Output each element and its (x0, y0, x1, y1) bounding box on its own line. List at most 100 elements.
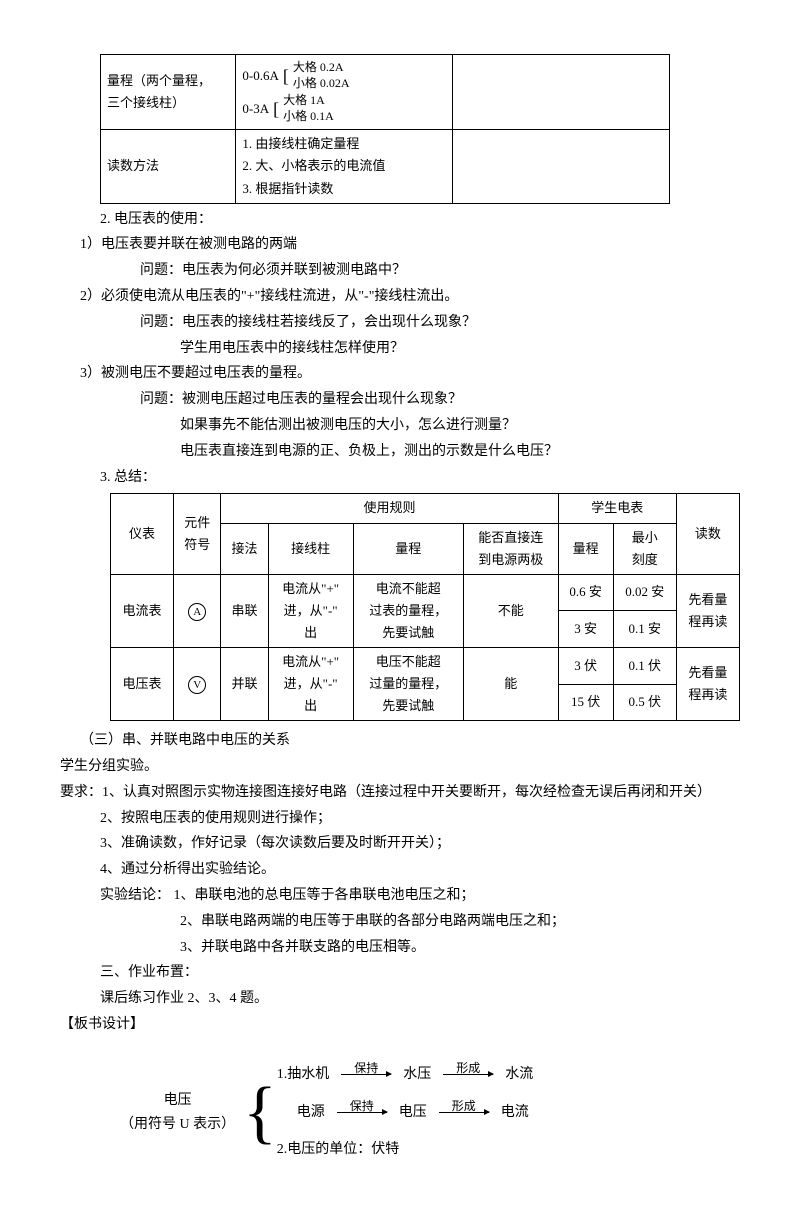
arrow-label: 形成 (452, 1096, 476, 1116)
flow-node: 水压 (403, 1063, 431, 1087)
td-read: 先看量 程再读 (676, 647, 739, 720)
range-big: 大格 0.2A (293, 60, 350, 76)
arrow-icon: 保持 (341, 1074, 391, 1075)
td-a-range-rule: 电流不能超 过表的量程， 先要试触 (353, 574, 463, 647)
flow-node: 2.电压的单位：伏特 (277, 1138, 400, 1162)
td-parallel: 并联 (221, 647, 268, 720)
arrow-icon: 形成 (443, 1074, 493, 1075)
body-text: 学生用电压表中的接线柱怎样使用？ (180, 337, 740, 361)
diagram-label: （用符号 U 表示） (120, 1113, 235, 1137)
body-text: 2、按照电压表的使用规则进行操作； (100, 807, 740, 831)
td-read: 先看量 程再读 (676, 574, 739, 647)
th-symbol: 元件 符号 (174, 494, 221, 574)
td-voltmeter-sym: V (174, 647, 221, 720)
td-terminal-rule: 电流从"+" 进，从"-" 出 (268, 574, 353, 647)
range-prefix: 0-3A (242, 98, 269, 120)
flow-node: 电源 (277, 1101, 325, 1125)
td-vr1: 3 伏 (558, 647, 613, 684)
td-ammeter-sym: A (174, 574, 221, 647)
body-text: 学生分组实验。 (60, 755, 740, 779)
range-big: 大格 1A (283, 93, 334, 109)
th-direct: 能否直接连 到电源两极 (463, 523, 558, 574)
range-prefix: 0-0.6A (242, 65, 278, 87)
td-ar2: 3 安 (558, 611, 613, 648)
body-text: 问题：电压表的接线柱若接线反了，会出现什么现象？ (140, 311, 740, 335)
th-reading: 读数 (676, 494, 739, 574)
body-text: 2）必须使电流从电压表的"+"接线柱流进，从"-"接线柱流出。 (80, 285, 740, 309)
td-ar1: 0.6 安 (558, 574, 613, 611)
cell-range-label: 量程（两个量程， 三个接线柱） (101, 55, 236, 130)
conclusion: 3、并联电路中各并联支路的电压相等。 (180, 936, 740, 960)
ammeter-icon: A (188, 603, 206, 621)
arrow-label: 保持 (354, 1058, 378, 1078)
arrow-label: 形成 (456, 1058, 480, 1078)
diagram-left: 电压 （用符号 U 表示） (120, 1089, 235, 1137)
td-vm1: 0.1 伏 (613, 647, 676, 684)
step: 2. 大、小格表示的电流值 (242, 155, 446, 177)
th-terminal: 接线柱 (268, 523, 353, 574)
body-text: 4、通过分析得出实验结论。 (100, 858, 740, 882)
flow-node: 电压 (399, 1101, 427, 1125)
flow-node: 电流 (501, 1101, 529, 1125)
diagram-label: 电压 (120, 1089, 235, 1113)
td-ammeter: 电流表 (111, 574, 174, 647)
th-instrument: 仪表 (111, 494, 174, 574)
th-range-rule: 量程 (353, 523, 463, 574)
bracket-icon: [ (283, 67, 289, 85)
section-title: 【板书设计】 (60, 1013, 740, 1037)
th-rules: 使用规则 (221, 494, 558, 523)
range-table: 量程（两个量程， 三个接线柱） 0-0.6A [ 大格 0.2A 小格 0.02… (100, 54, 670, 204)
body-text: 问题：被测电压超过电压表的量程会出现什么现象？ (140, 388, 740, 412)
conclusion-label: 实验结论： (100, 888, 170, 903)
cell-range-values: 0-0.6A [ 大格 0.2A 小格 0.02A 0-3A [ 大格 1A 小… (236, 55, 453, 130)
diagram-row: 电源 保持 电压 形成 电流 (277, 1101, 534, 1125)
body-text: 课后练习作业 2、3、4 题。 (100, 987, 740, 1011)
arrow-icon: 形成 (439, 1112, 489, 1113)
flow-node: 水流 (505, 1063, 533, 1087)
diagram-row: 1.抽水机 保持 水压 形成 水流 (277, 1063, 534, 1087)
body-text: 要求：1、认真对照图示实物连接图连接好电路（连接过程中开关要断开，每次经检查无误… (60, 781, 740, 805)
td-cannot: 不能 (463, 574, 558, 647)
body-text: 1）电压表要并联在被测电路的两端 (80, 233, 740, 257)
td-vr2: 15 伏 (558, 684, 613, 721)
cell-reading-label: 读数方法 (101, 130, 236, 203)
td-vm2: 0.5 伏 (613, 684, 676, 721)
body-text: 3）被测电压不要超过电压表的量程。 (80, 362, 740, 386)
flow-node: 1.抽水机 (277, 1063, 330, 1087)
step: 3. 根据指针读数 (242, 178, 446, 200)
body-text: 如果事先不能估测出被测电压的大小，怎么进行测量？ (180, 414, 740, 438)
td-terminal-rule: 电流从"+" 进，从"-" 出 (268, 647, 353, 720)
step: 1. 由接线柱确定量程 (242, 133, 446, 155)
body-text: 3、准确读数，作好记录（每次读数后要及时断开开关）； (100, 832, 740, 856)
board-diagram: 电压 （用符号 U 表示） { 1.抽水机 保持 水压 形成 水流 电源 保持 … (120, 1057, 740, 1168)
th-student: 学生电表 (558, 494, 676, 523)
brace-icon: { (243, 1088, 277, 1137)
cell-reading-steps: 1. 由接线柱确定量程 2. 大、小格表示的电流值 3. 根据指针读数 (236, 130, 453, 203)
diagram-row: 2.电压的单位：伏特 (277, 1138, 534, 1162)
th-min: 最小 刻度 (613, 523, 676, 574)
body-text: 实验结论： 1、串联电池的总电压等于各串联电池电压之和； (100, 884, 740, 908)
body-text: 电压表直接连到电源的正、负极上，测出的示数是什么电压？ (180, 440, 740, 464)
td-can: 能 (463, 647, 558, 720)
bracket-icon: [ (273, 100, 279, 118)
section-title: 3. 总结： (100, 466, 740, 490)
conclusion: 1、串联电池的总电压等于各串联电池电压之和； (174, 888, 475, 903)
th-range: 量程 (558, 523, 613, 574)
td-am2: 0.1 安 (613, 611, 676, 648)
body-text: 问题：电压表为何必须并联到被测电路中？ (140, 259, 740, 283)
range-small: 小格 0.1A (283, 109, 334, 125)
range-small: 小格 0.02A (293, 76, 350, 92)
td-series: 串联 (221, 574, 268, 647)
summary-table: 仪表 元件 符号 使用规则 学生电表 读数 接法 接线柱 量程 能否直接连 到电… (110, 493, 740, 721)
voltmeter-icon: V (188, 676, 206, 694)
section-title: （三）串、并联电路中电压的关系 (80, 729, 740, 753)
cell-empty (453, 55, 670, 130)
conclusion: 2、串联电路两端的电压等于串联的各部分电路两端电压之和； (180, 910, 740, 934)
arrow-label: 保持 (350, 1096, 374, 1116)
section-title: 2. 电压表的使用： (100, 208, 740, 232)
td-voltmeter: 电压表 (111, 647, 174, 720)
cell-empty (453, 130, 670, 203)
td-am1: 0.02 安 (613, 574, 676, 611)
th-connect: 接法 (221, 523, 268, 574)
td-v-range-rule: 电压不能超 过量的量程， 先要试触 (353, 647, 463, 720)
